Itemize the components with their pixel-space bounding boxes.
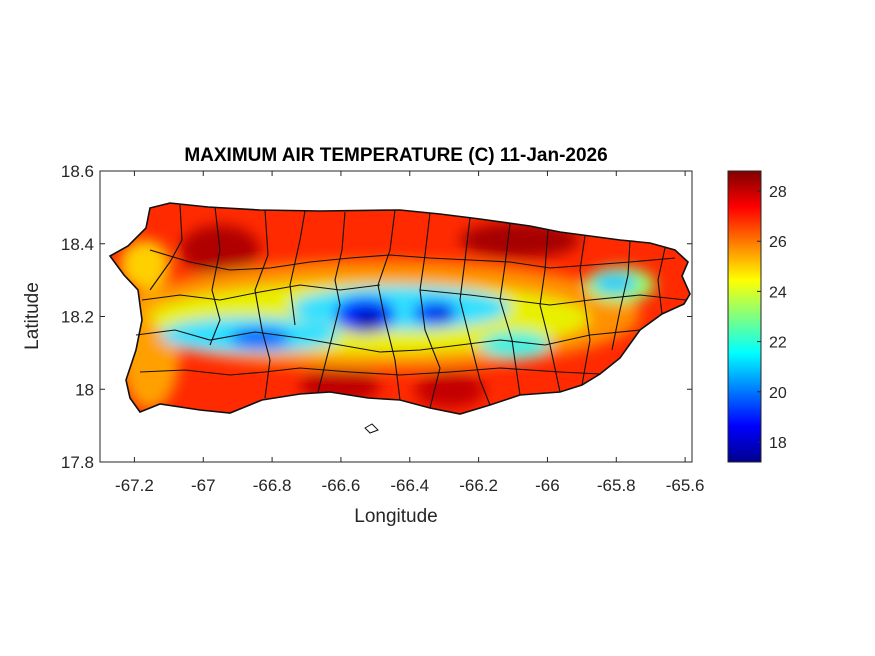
y-tick-label: 17.8 bbox=[61, 453, 94, 472]
y-axis: 18.6 18.4 18.2 18 17.8 bbox=[61, 162, 692, 472]
x-tick-label: -66.2 bbox=[459, 476, 498, 495]
x-tick-label: -67 bbox=[191, 476, 216, 495]
caja-de-muertos-island bbox=[364, 423, 379, 434]
x-tick-label: -66.8 bbox=[253, 476, 292, 495]
x-axis-label: Longitude bbox=[354, 506, 437, 527]
temperature-field bbox=[110, 203, 690, 414]
colorbar-tick-label: 28 bbox=[769, 184, 787, 201]
island-coastline bbox=[108, 202, 691, 415]
colorbar-tick-label: 22 bbox=[769, 335, 787, 352]
colorbar-tick-label: 18 bbox=[769, 435, 787, 452]
colorbar-tick-label: 26 bbox=[769, 234, 787, 251]
y-tick-label: 18.6 bbox=[61, 162, 94, 181]
colorbar-ticks: 18 20 22 24 26 28 bbox=[757, 184, 787, 452]
x-tick-label: -66 bbox=[535, 476, 560, 495]
x-tick-label: -66.4 bbox=[390, 476, 429, 495]
y-tick-label: 18 bbox=[75, 380, 94, 399]
y-tick-label: 18.4 bbox=[61, 235, 94, 254]
colorbar-tick-label: 24 bbox=[769, 284, 787, 301]
x-tick-label: -65.6 bbox=[666, 476, 705, 495]
x-axis: -67.2 -67 -66.8 -66.6 -66.4 -66.2 -66 -65.8 -65.… bbox=[115, 171, 704, 495]
colorbar bbox=[727, 170, 762, 463]
hot-zone bbox=[460, 222, 580, 258]
x-tick-label: -67.2 bbox=[115, 476, 154, 495]
municipality-boundaries bbox=[135, 204, 687, 409]
y-axis-label: Latitude bbox=[22, 282, 43, 350]
y-tick-label: 18.2 bbox=[61, 308, 94, 327]
hot-zone bbox=[415, 372, 485, 408]
x-tick-label: -65.8 bbox=[597, 476, 636, 495]
colorbar-tick-label: 20 bbox=[769, 385, 787, 402]
x-tick-label: -66.6 bbox=[322, 476, 361, 495]
chart-title: MAXIMUM AIR TEMPERATURE (C) 11-Jan-2026 bbox=[184, 145, 607, 166]
